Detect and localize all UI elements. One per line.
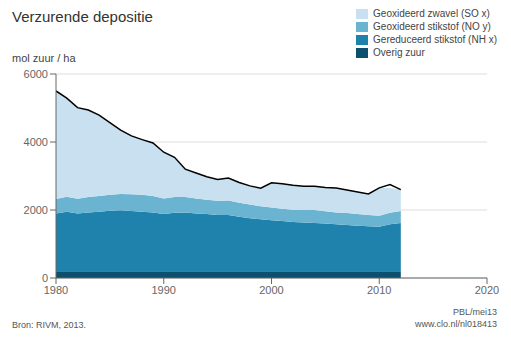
html-text:mol zuur / ha: mol zuur / ha	[12, 52, 76, 64]
html-text:Bron: RIVM, 2013.: Bron: RIVM, 2013.	[12, 320, 86, 330]
svg-text:2000: 2000	[24, 204, 48, 216]
svg-text:1990: 1990	[152, 284, 176, 296]
html-text:Verzurende depositie: Verzurende depositie	[12, 8, 153, 25]
svg-text:4000: 4000	[24, 136, 48, 148]
svg-text:2000: 2000	[259, 284, 283, 296]
html-text:Geoxideerd stikstof (NO y): Geoxideerd stikstof (NO y)	[373, 21, 491, 32]
html-text:www.clo.nl/nl018413: www.clo.nl/nl018413	[414, 319, 497, 329]
svg-text:2020: 2020	[475, 284, 499, 296]
svg-text:0: 0	[42, 272, 48, 284]
html-text:PBL/mei13: PBL/mei13	[453, 307, 497, 317]
svg-text:2010: 2010	[367, 284, 391, 296]
html-text:Gereduceerd stikstof (NH x): Gereduceerd stikstof (NH x)	[373, 34, 497, 45]
svg-text:6000: 6000	[24, 68, 48, 80]
html-text:Overig zuur: Overig zuur	[373, 47, 425, 58]
svg-text:1980: 1980	[44, 284, 68, 296]
html-text:Geoxideerd zwavel (SO x): Geoxideerd zwavel (SO x)	[373, 8, 490, 19]
